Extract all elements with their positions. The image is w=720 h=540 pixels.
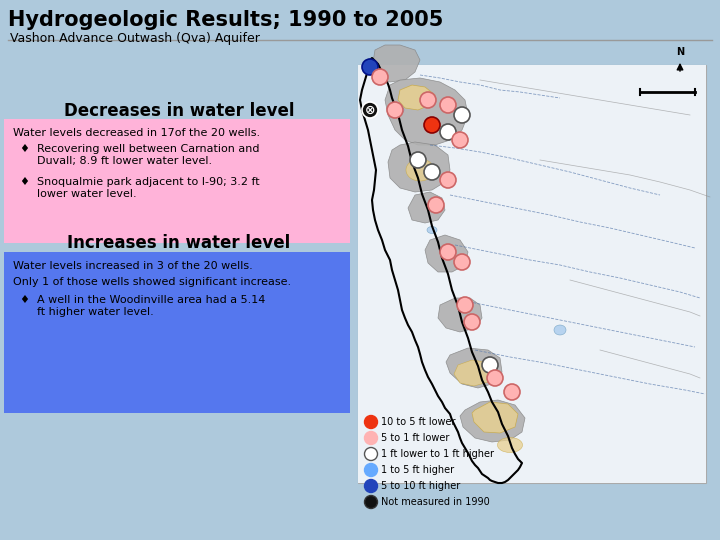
Circle shape xyxy=(454,107,470,123)
Polygon shape xyxy=(425,235,468,272)
Circle shape xyxy=(440,97,456,113)
Ellipse shape xyxy=(554,325,566,335)
Circle shape xyxy=(424,164,440,180)
Circle shape xyxy=(362,102,378,118)
Text: Water levels decreased in 17of the 20 wells.: Water levels decreased in 17of the 20 we… xyxy=(13,128,260,138)
Text: 1 ft lower to 1 ft higher: 1 ft lower to 1 ft higher xyxy=(381,449,494,459)
Text: 10 to 5 ft lower: 10 to 5 ft lower xyxy=(381,417,456,427)
Circle shape xyxy=(364,480,377,492)
Polygon shape xyxy=(385,78,468,145)
Polygon shape xyxy=(472,402,518,433)
Circle shape xyxy=(440,244,456,260)
Polygon shape xyxy=(438,298,482,332)
Text: ⊗: ⊗ xyxy=(365,104,375,117)
Ellipse shape xyxy=(392,106,404,114)
Circle shape xyxy=(440,124,456,140)
Circle shape xyxy=(452,132,468,148)
Circle shape xyxy=(410,152,426,168)
Circle shape xyxy=(387,102,403,118)
Text: Hydrogeologic Results; 1990 to 2005: Hydrogeologic Results; 1990 to 2005 xyxy=(8,10,444,30)
FancyBboxPatch shape xyxy=(358,65,706,483)
Polygon shape xyxy=(372,45,420,82)
Circle shape xyxy=(504,384,520,400)
Ellipse shape xyxy=(498,437,523,453)
Circle shape xyxy=(372,69,388,85)
Circle shape xyxy=(440,172,456,188)
Text: Only 1 of those wells showed significant increase.: Only 1 of those wells showed significant… xyxy=(13,277,291,287)
Text: Increases in water level: Increases in water level xyxy=(68,234,291,252)
Polygon shape xyxy=(388,142,450,192)
Circle shape xyxy=(482,357,498,373)
Ellipse shape xyxy=(406,159,434,181)
Text: Water levels increased in 3 of the 20 wells.: Water levels increased in 3 of the 20 we… xyxy=(13,261,253,271)
Text: A well in the Woodinville area had a 5.14
ft higher water level.: A well in the Woodinville area had a 5.1… xyxy=(37,295,266,316)
Circle shape xyxy=(364,415,377,429)
Ellipse shape xyxy=(427,226,437,233)
Text: 5 to 10 ft higher: 5 to 10 ft higher xyxy=(381,481,460,491)
Text: N: N xyxy=(676,47,684,57)
Circle shape xyxy=(364,496,377,509)
Text: ♦: ♦ xyxy=(19,295,29,305)
Circle shape xyxy=(420,92,436,108)
Text: Vashon Advance Outwash (Qva) Aquifer: Vashon Advance Outwash (Qva) Aquifer xyxy=(10,32,260,45)
FancyBboxPatch shape xyxy=(4,252,350,413)
Polygon shape xyxy=(408,192,445,223)
Text: Snoqualmie park adjacent to I-90; 3.2 ft
lower water level.: Snoqualmie park adjacent to I-90; 3.2 ft… xyxy=(37,177,260,199)
Circle shape xyxy=(364,448,377,461)
Circle shape xyxy=(364,431,377,444)
Polygon shape xyxy=(454,360,492,386)
Text: Recovering well between Carnation and
Duvall; 8.9 ft lower water level.: Recovering well between Carnation and Du… xyxy=(37,144,259,166)
Text: Decreases in water level: Decreases in water level xyxy=(64,102,294,120)
Circle shape xyxy=(428,197,444,213)
Circle shape xyxy=(487,370,503,386)
Text: ♦: ♦ xyxy=(19,144,29,154)
Text: 1 to 5 ft higher: 1 to 5 ft higher xyxy=(381,465,454,475)
Text: Not measured in 1990: Not measured in 1990 xyxy=(381,497,490,507)
Circle shape xyxy=(454,254,470,270)
Text: 5 to 1 ft lower: 5 to 1 ft lower xyxy=(381,433,449,443)
Polygon shape xyxy=(446,348,502,388)
FancyBboxPatch shape xyxy=(358,65,706,483)
Text: ♦: ♦ xyxy=(19,177,29,187)
Circle shape xyxy=(424,117,440,133)
Polygon shape xyxy=(460,400,525,442)
Circle shape xyxy=(457,297,473,313)
FancyBboxPatch shape xyxy=(4,119,350,243)
Polygon shape xyxy=(398,85,435,110)
Circle shape xyxy=(364,463,377,476)
Circle shape xyxy=(464,314,480,330)
Circle shape xyxy=(362,59,378,75)
